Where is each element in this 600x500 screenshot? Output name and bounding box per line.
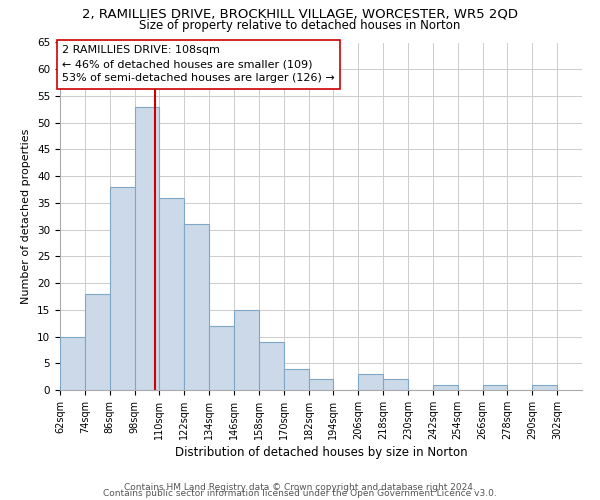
Bar bbox=[134, 106, 160, 390]
X-axis label: Distribution of detached houses by size in Norton: Distribution of detached houses by size … bbox=[175, 446, 467, 459]
Text: Contains public sector information licensed under the Open Government Licence v3: Contains public sector information licen… bbox=[103, 490, 497, 498]
Bar bbox=[209, 326, 234, 390]
Bar bbox=[160, 198, 184, 390]
Text: 2, RAMILLIES DRIVE, BROCKHILL VILLAGE, WORCESTER, WR5 2QD: 2, RAMILLIES DRIVE, BROCKHILL VILLAGE, W… bbox=[82, 8, 518, 20]
Bar bbox=[308, 380, 334, 390]
Bar bbox=[284, 368, 308, 390]
Bar bbox=[358, 374, 383, 390]
Bar bbox=[532, 384, 557, 390]
Text: Contains HM Land Registry data © Crown copyright and database right 2024.: Contains HM Land Registry data © Crown c… bbox=[124, 484, 476, 492]
Y-axis label: Number of detached properties: Number of detached properties bbox=[22, 128, 31, 304]
Bar bbox=[482, 384, 508, 390]
Bar bbox=[383, 380, 408, 390]
Bar bbox=[60, 336, 85, 390]
Bar bbox=[85, 294, 110, 390]
Bar bbox=[234, 310, 259, 390]
Bar bbox=[259, 342, 284, 390]
Bar bbox=[433, 384, 458, 390]
Text: Size of property relative to detached houses in Norton: Size of property relative to detached ho… bbox=[139, 19, 461, 32]
Bar bbox=[110, 187, 134, 390]
Text: 2 RAMILLIES DRIVE: 108sqm
← 46% of detached houses are smaller (109)
53% of semi: 2 RAMILLIES DRIVE: 108sqm ← 46% of detac… bbox=[62, 45, 335, 83]
Bar bbox=[184, 224, 209, 390]
